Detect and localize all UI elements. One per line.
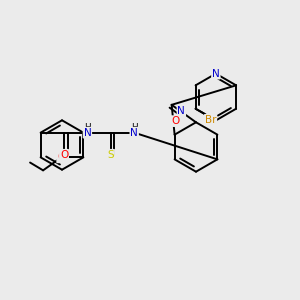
Text: H: H — [84, 123, 91, 132]
Text: O: O — [57, 152, 65, 162]
Text: H: H — [131, 123, 137, 132]
Text: O: O — [171, 116, 179, 126]
Text: N: N — [83, 128, 91, 138]
Text: Br: Br — [205, 115, 216, 125]
Text: O: O — [60, 150, 68, 160]
Text: N: N — [130, 128, 138, 138]
Text: N: N — [178, 106, 185, 116]
Text: N: N — [212, 69, 220, 79]
Text: S: S — [107, 150, 114, 160]
